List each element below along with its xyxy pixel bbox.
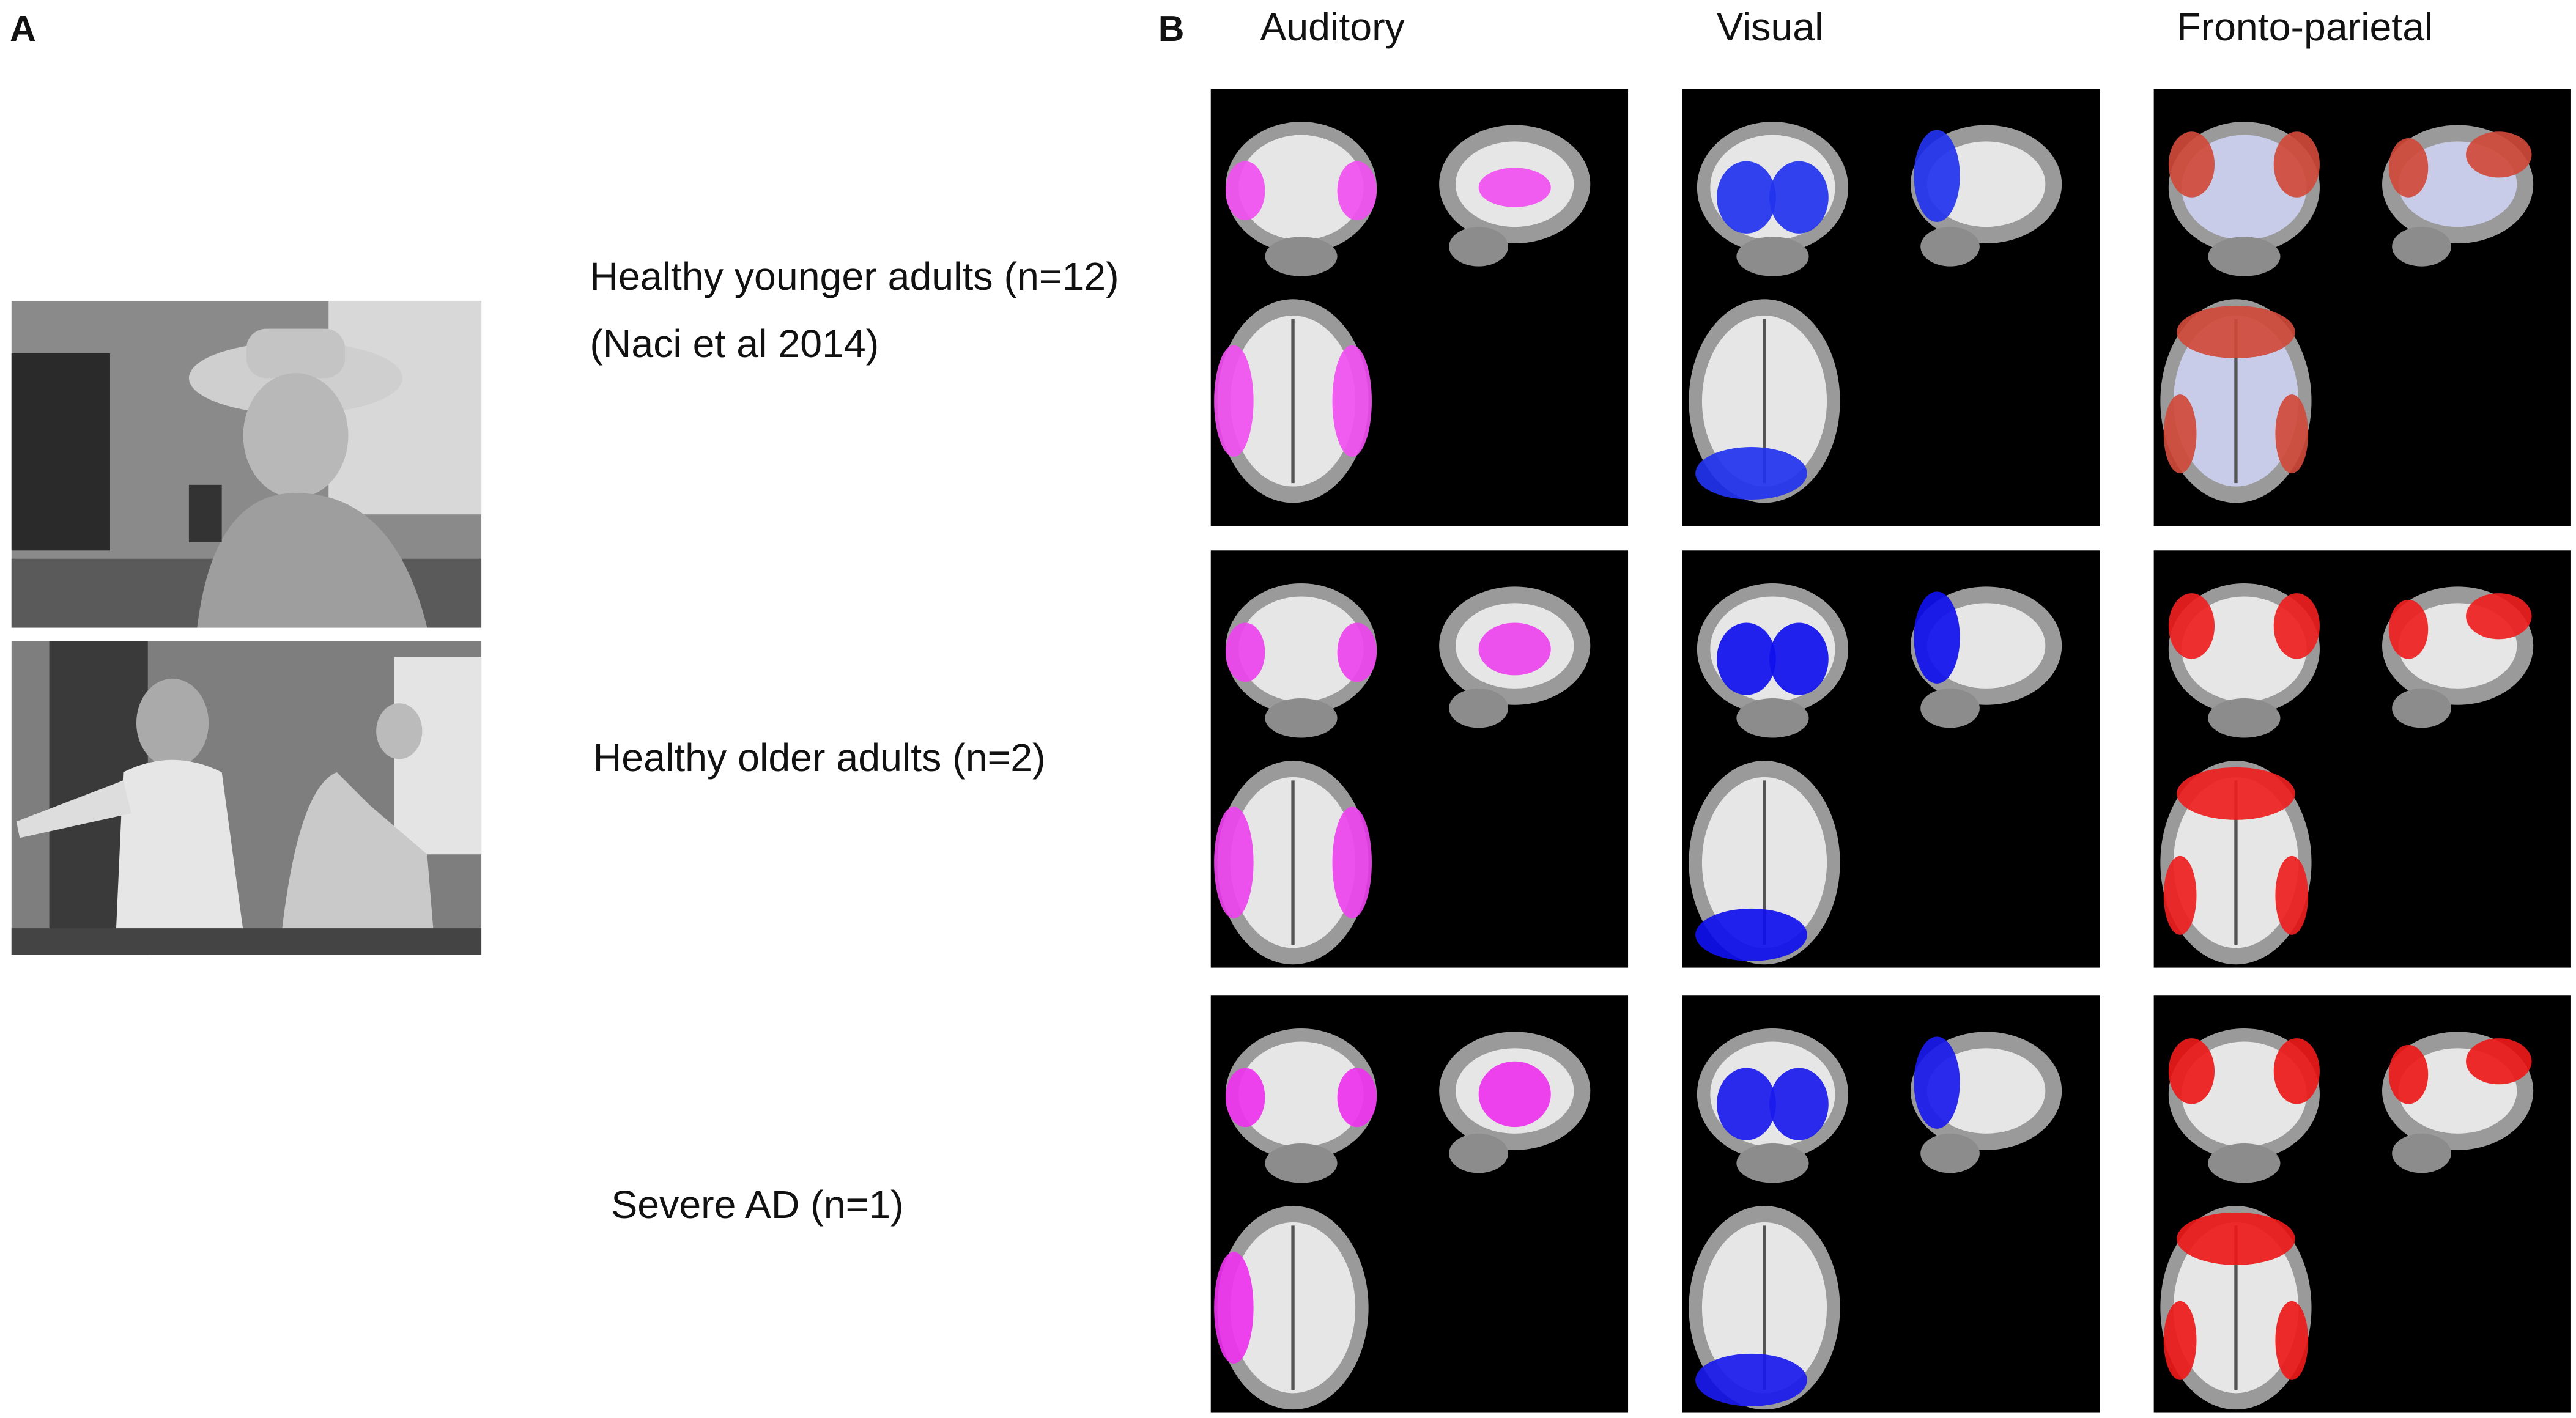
brain-panel	[1682, 550, 2100, 968]
brain-panel	[1210, 550, 1629, 968]
activation	[2177, 767, 2295, 820]
activation	[2177, 306, 2295, 358]
brain-coronal	[1736, 1143, 1809, 1183]
brain-coronal	[2208, 237, 2281, 276]
activation	[2163, 394, 2197, 474]
brain-panel	[1210, 995, 1629, 1413]
activation	[1695, 1353, 1807, 1406]
brain-panel	[1682, 89, 2100, 526]
activation	[1769, 1068, 1829, 1140]
activation	[1214, 807, 1254, 918]
brain-coronal	[1238, 135, 1364, 240]
row-label: Healthy older adults (n=2)	[593, 736, 1046, 780]
brain-sagittal	[2392, 688, 2451, 728]
activation	[2273, 593, 2320, 659]
activation	[2388, 1044, 2429, 1104]
activation	[2388, 599, 2429, 659]
brain-panel	[2153, 550, 2571, 968]
activation	[1337, 622, 1377, 682]
brain-sagittal	[1449, 1133, 1508, 1173]
brain-sagittal	[1449, 227, 1508, 267]
brain-sagittal	[2392, 1133, 2451, 1173]
activation	[2163, 1301, 2197, 1380]
row-label: (Naci et al 2014)	[590, 322, 879, 366]
brain-coronal	[1736, 237, 1809, 276]
activation	[2466, 593, 2532, 640]
brain-sagittal	[2392, 227, 2451, 267]
brain-coronal	[1265, 698, 1338, 738]
activation	[1225, 161, 1265, 221]
activation	[1214, 345, 1254, 457]
activation	[2177, 1212, 2295, 1265]
row-label: Severe AD (n=1)	[611, 1183, 903, 1227]
activation	[2466, 131, 2532, 178]
activation	[1337, 1068, 1377, 1128]
brain-coronal	[1736, 698, 1809, 738]
activation	[1695, 908, 1807, 961]
activation	[1717, 622, 1776, 695]
column-header: Fronto-parietal	[2177, 5, 2433, 49]
brain-coronal	[2208, 698, 2281, 738]
brain-panel	[1210, 89, 1629, 526]
activation	[2168, 1038, 2215, 1104]
activation	[2168, 593, 2215, 659]
brain-coronal	[1238, 596, 1364, 702]
activation	[1225, 1068, 1265, 1128]
brain-panel	[2153, 89, 2571, 526]
activation	[2273, 131, 2320, 198]
activation	[1717, 1068, 1776, 1140]
movie-still	[11, 300, 482, 628]
panel-label: A	[10, 9, 36, 49]
activation	[1769, 622, 1829, 695]
brain-sagittal	[1920, 227, 1980, 267]
movie-still	[11, 641, 482, 955]
activation	[1225, 622, 1265, 682]
brain-sagittal	[1449, 688, 1508, 728]
brain-coronal	[1265, 237, 1338, 276]
activation	[2163, 855, 2197, 935]
panel-label: B	[1158, 9, 1185, 49]
brain-panel	[1682, 995, 2100, 1413]
activation	[1769, 161, 1829, 234]
brain-panel	[2153, 995, 2571, 1413]
activation	[2275, 855, 2309, 935]
brain-sagittal	[1920, 1133, 1980, 1173]
activation	[1914, 1036, 1960, 1129]
row-label: Healthy younger adults (n=12)	[590, 254, 1119, 298]
column-header: Auditory	[1260, 5, 1405, 49]
activation	[2168, 131, 2215, 198]
activation	[1478, 1061, 1551, 1128]
brain-coronal	[2208, 1143, 2281, 1183]
activation	[1914, 130, 1960, 223]
activation	[2466, 1038, 2532, 1085]
activation	[2275, 1301, 2309, 1380]
brain-sagittal	[1920, 688, 1980, 728]
activation	[1717, 161, 1776, 234]
activation	[1478, 622, 1551, 676]
brain-coronal	[1238, 1041, 1364, 1147]
activation	[1332, 807, 1372, 918]
activation	[1214, 1252, 1254, 1364]
activation	[1478, 168, 1551, 207]
activation	[2275, 394, 2309, 474]
column-header: Visual	[1717, 5, 1823, 49]
activation	[1695, 447, 1807, 500]
brain-coronal	[1265, 1143, 1338, 1183]
activation	[1914, 591, 1960, 684]
activation	[1337, 161, 1377, 221]
activation	[1332, 345, 1372, 457]
activation	[2273, 1038, 2320, 1104]
activation	[2388, 138, 2429, 198]
